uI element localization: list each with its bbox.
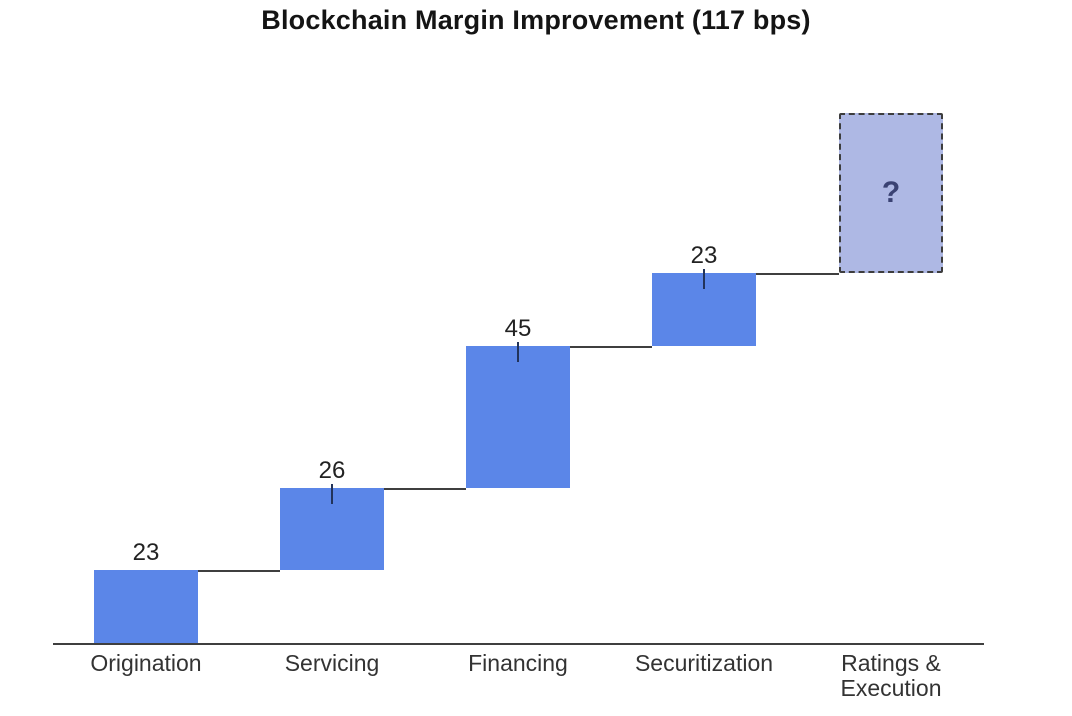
connector-line [198,570,280,572]
question-mark-label: ? [881,176,901,209]
value-label-securitization: 23 [690,242,718,269]
connector-line [384,488,466,490]
connector-line [570,346,652,348]
bar-financing [466,346,570,488]
category-label-financing: Financing [468,650,568,676]
value-label-origination: 23 [132,539,160,566]
category-label-servicing: Servicing [284,650,380,676]
connector-line [756,273,839,275]
x-axis-line [53,643,984,645]
bar-ratings-execution: ? [839,113,943,273]
value-label-financing: 45 [504,315,532,342]
label-tick [331,484,333,504]
value-label-servicing: 26 [318,457,346,484]
bar-origination [94,570,198,643]
category-label-securitization: Securitization [634,650,774,676]
label-tick [703,269,705,289]
category-label-origination: Origination [90,650,202,676]
chart-title: Blockchain Margin Improvement (117 bps) [261,5,811,35]
label-tick [517,342,519,362]
category-label-ratings-execution: Ratings & Execution [840,650,942,701]
